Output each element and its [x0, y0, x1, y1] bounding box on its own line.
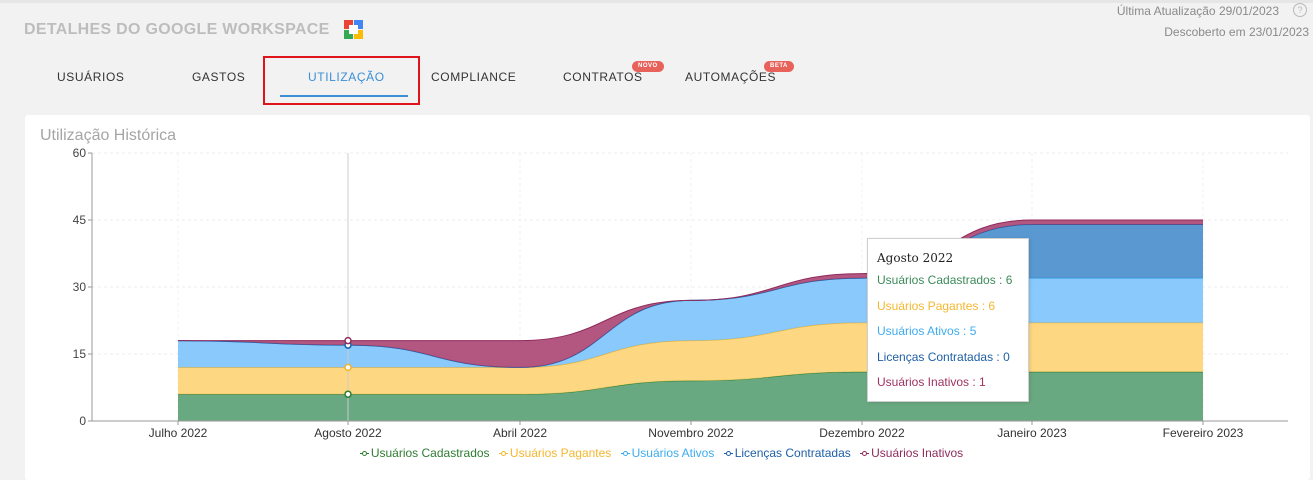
legend-marker-icon — [498, 450, 508, 458]
chart-tooltip: Agosto 2022 Usuários Cadastrados : 6 Usu… — [867, 238, 1029, 402]
y-tick-label: 45 — [73, 213, 87, 227]
tooltip-line-pagantes: Usuários Pagantes : 6 — [877, 298, 996, 313]
y-tick-label: 15 — [73, 347, 87, 361]
x-tick-label: Dezembro 2022 — [819, 426, 905, 440]
page-title-text: DETALHES DO GOOGLE WORKSPACE — [24, 21, 330, 38]
novo-badge: NOVO — [632, 61, 664, 72]
tooltip-title: Agosto 2022 — [877, 251, 954, 265]
tooltip-line-inativos: Usuários Inativos : 1 — [877, 375, 986, 389]
legend-label: Usuários Ativos — [631, 446, 715, 460]
tab-bar: USUÁRIOS GASTOS UTILIZAÇÃO COMPLIANCE CO… — [0, 58, 1313, 98]
legend-marker-icon — [723, 450, 733, 458]
top-border — [0, 0, 1313, 3]
legend-marker-icon — [860, 450, 870, 458]
tab-compliance[interactable]: COMPLIANCE — [431, 70, 517, 84]
last-update-text: Última Atualização 29/01/2023 — [1116, 4, 1279, 18]
legend-marker-icon — [359, 450, 369, 458]
google-workspace-logo-icon — [343, 20, 364, 40]
tab-usuarios[interactable]: USUÁRIOS — [57, 70, 125, 84]
tab-contratos[interactable]: CONTRATOS — [563, 70, 643, 84]
highlight-annotation — [263, 56, 420, 105]
legend-label: Usuários Cadastrados — [370, 446, 490, 460]
tooltip-line-cadastrados: Usuários Cadastrados : 6 — [877, 273, 1013, 287]
x-tick-label: Fevereiro 2023 — [1163, 426, 1244, 440]
x-tick-label: Agosto 2022 — [314, 426, 382, 440]
hover-marker — [344, 363, 352, 372]
tooltip-line-ativos: Usuários Ativos : 5 — [877, 324, 977, 338]
chart-legend: Usuários Cadastrados Usuários Pagantes U… — [0, 446, 1313, 460]
hover-marker — [344, 390, 352, 398]
tooltip-line-licencas: Licenças Contratadas : 0 — [877, 349, 1010, 364]
legend-item-pagantes[interactable]: Usuários Pagantes — [498, 446, 612, 460]
y-tick-label: 0 — [79, 414, 86, 428]
legend-item-licencas[interactable]: Licenças Contratadas — [723, 446, 851, 460]
legend-item-inativos[interactable]: Usuários Inativos — [860, 446, 963, 460]
x-tick-label: Abril 2022 — [493, 426, 547, 440]
tab-gastos[interactable]: GASTOS — [192, 70, 246, 84]
discovered-text: Descoberto em 23/01/2023 — [1164, 25, 1309, 39]
y-tick-label: 60 — [73, 146, 87, 160]
legend-label: Usuários Pagantes — [509, 446, 612, 460]
tab-utilizacao[interactable]: UTILIZAÇÃO — [308, 70, 385, 84]
page-title: DETALHES DO GOOGLE WORKSPACE — [24, 20, 364, 40]
hover-marker — [344, 336, 352, 345]
x-tick-label: Julho 2022 — [149, 426, 208, 440]
legend-label: Usuários Inativos — [871, 446, 964, 460]
legend-label: Licenças Contratadas — [734, 446, 851, 460]
tab-automacoes[interactable]: AUTOMAÇÕES — [685, 70, 777, 84]
info-icon[interactable]: ? — [1293, 3, 1307, 17]
active-tab-underline — [280, 95, 408, 97]
legend-item-cadastrados[interactable]: Usuários Cadastrados — [359, 446, 490, 460]
legend-marker-icon — [620, 450, 630, 458]
beta-badge: BETA — [764, 61, 794, 72]
legend-item-ativos[interactable]: Usuários Ativos — [620, 446, 715, 460]
y-tick-label: 30 — [73, 280, 87, 294]
x-tick-label: Novembro 2022 — [648, 426, 734, 440]
x-tick-label: Janeiro 2023 — [997, 426, 1067, 440]
chart-title: Utilização Histórica — [40, 127, 177, 144]
